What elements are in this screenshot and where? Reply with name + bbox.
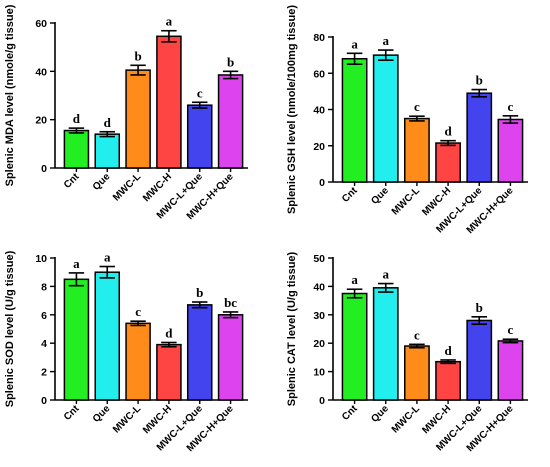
y-tick-label: 40: [313, 281, 325, 293]
significance-letter: b: [227, 54, 234, 69]
significance-letter: a: [104, 250, 111, 265]
bar-Que: [94, 271, 121, 401]
category-label: MWC-L: [390, 185, 422, 217]
y-axis-title: Splenic SOD level (U/g tissue): [4, 250, 16, 407]
y-tick-label: 0: [41, 395, 47, 407]
significance-letter: c: [135, 304, 141, 319]
significance-letter: a: [383, 267, 390, 282]
y-tick-label: 2: [41, 367, 47, 379]
bar-MWC-L+Que: [466, 92, 493, 183]
bar-MWC-L+Que: [466, 319, 493, 401]
bar-MWC-H: [156, 35, 182, 169]
bar-Cnt: [341, 58, 368, 183]
category-label: Que: [369, 185, 391, 207]
significance-letter: d: [444, 343, 452, 358]
significance-letter: a: [166, 14, 173, 29]
bar-Cnt: [63, 278, 90, 401]
significance-letter: a: [383, 33, 390, 48]
bar-MWC-H+Que: [497, 118, 524, 183]
category-label: Que: [91, 171, 113, 193]
significance-letter: d: [444, 124, 452, 139]
significance-letter: d: [73, 111, 81, 126]
bar-MWC-H+Que: [497, 340, 524, 401]
y-tick-label: 4: [41, 338, 47, 350]
bar-MWC-H: [156, 343, 182, 401]
y-tick-label: 80: [313, 32, 325, 44]
bar-MWC-H: [435, 142, 461, 183]
y-tick-label: 20: [313, 338, 325, 350]
category-label: Que: [91, 403, 113, 425]
chart-panel-2: Splenic GSH level (nmole/100mg tissue) 0 2…: [286, 5, 528, 236]
chart-panel-1: Splenic MDA level (nmole/g tissue) 0 20 40 6…: [4, 4, 248, 222]
category-label: Cnt: [62, 171, 82, 191]
y-tick-label: 50: [313, 253, 325, 265]
y-axis-title: Splenic MDA level (nmole/g tissue): [4, 4, 16, 186]
significance-letter: a: [351, 36, 358, 51]
y-tick-label: 30: [313, 310, 325, 322]
bar-MWC-L: [125, 69, 151, 169]
bar-MWC-H+Que: [217, 74, 244, 169]
y-tick-label: 60: [313, 68, 325, 80]
category-label: Que: [369, 403, 391, 425]
y-tick-label: 0: [41, 163, 47, 175]
significance-letter: c: [414, 327, 420, 342]
chart-panel-3: Splenic SOD level (U/g tissue) 0 2 4 6 8 10 a Cn…: [4, 250, 248, 454]
significance-letter: b: [134, 48, 141, 63]
significance-letter: c: [414, 99, 420, 114]
y-axis-title: Splenic GSH level (nmole/100mg tissue): [286, 5, 298, 214]
bar-MWC-L: [125, 322, 151, 401]
significance-letter: c: [197, 85, 203, 100]
y-tick-label: 0: [319, 395, 325, 407]
y-tick-label: 10: [313, 367, 325, 379]
significance-letter: b: [196, 285, 203, 300]
bar-MWC-L+Que: [186, 304, 213, 401]
significance-letter: a: [351, 272, 358, 287]
bar-Que: [94, 133, 121, 169]
category-label: MWC-L: [111, 403, 143, 435]
y-tick-label: 10: [35, 253, 47, 265]
significance-letter: c: [508, 322, 514, 337]
significance-letter: b: [476, 73, 483, 88]
y-tick-label: 6: [41, 310, 47, 322]
category-label: Cnt: [340, 185, 360, 205]
y-tick-label: 20: [35, 115, 47, 127]
y-tick-label: 40: [35, 66, 47, 78]
significance-letter: b: [476, 300, 483, 315]
significance-letter: d: [165, 325, 173, 340]
significance-letter: d: [104, 115, 112, 130]
chart-panel-4: Splenic CAT level (U/g tissue) 0 10 20 30 40 5…: [286, 251, 528, 454]
y-tick-label: 0: [319, 177, 325, 189]
category-label: MWC-L: [111, 171, 143, 203]
category-label: Cnt: [340, 403, 360, 423]
bar-MWC-L+Que: [186, 104, 213, 169]
category-label: Cnt: [62, 403, 82, 423]
significance-letter: bc: [224, 295, 237, 310]
bar-MWC-H: [435, 360, 461, 401]
y-tick-label: 60: [35, 18, 47, 30]
y-axis-title: Splenic CAT level (U/g tissue): [286, 251, 298, 406]
y-tick-label: 20: [313, 141, 325, 153]
bar-MWC-H+Que: [217, 314, 244, 401]
bar-Cnt: [341, 292, 368, 401]
significance-letter: a: [73, 256, 80, 271]
bar-Cnt: [63, 129, 90, 169]
y-tick-label: 40: [313, 105, 325, 117]
category-label: MWC-L: [390, 403, 422, 435]
bar-Que: [372, 54, 399, 183]
bar-MWC-L: [404, 117, 430, 183]
y-tick-label: 8: [41, 281, 47, 293]
significance-letter: c: [508, 99, 514, 114]
bar-Que: [372, 287, 399, 401]
bar-MWC-L: [404, 345, 430, 401]
